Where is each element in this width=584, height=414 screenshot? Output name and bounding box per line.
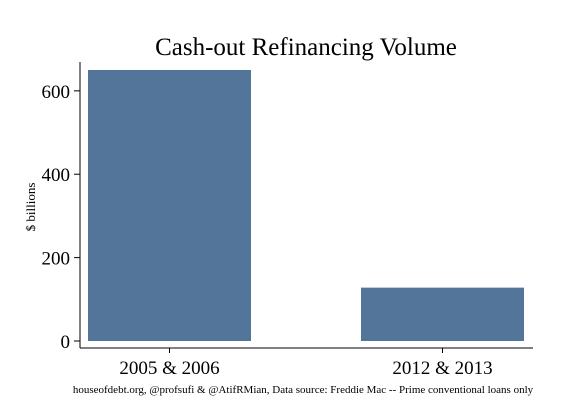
y-tick-label-600: 600: [42, 82, 71, 103]
bar-1: [88, 70, 251, 341]
y-tick-label-0: 0: [61, 332, 71, 353]
source-note: houseofdebt.org, @profsufi & @AtifRMian,…: [73, 384, 534, 396]
x-tick-label-2: 2012 & 2013: [392, 358, 492, 379]
chart-marks: 0 200 400 600 2005 & 2006 2012 & 2013: [42, 70, 524, 379]
y-axis-label: $ billions: [23, 183, 38, 232]
y-tick-label-400: 400: [42, 165, 71, 186]
x-tick-label-1: 2005 & 2006: [119, 358, 219, 379]
chart-title: Cash-out Refinancing Volume: [155, 34, 457, 61]
bar-2: [361, 287, 524, 341]
y-tick-label-200: 200: [42, 249, 71, 270]
